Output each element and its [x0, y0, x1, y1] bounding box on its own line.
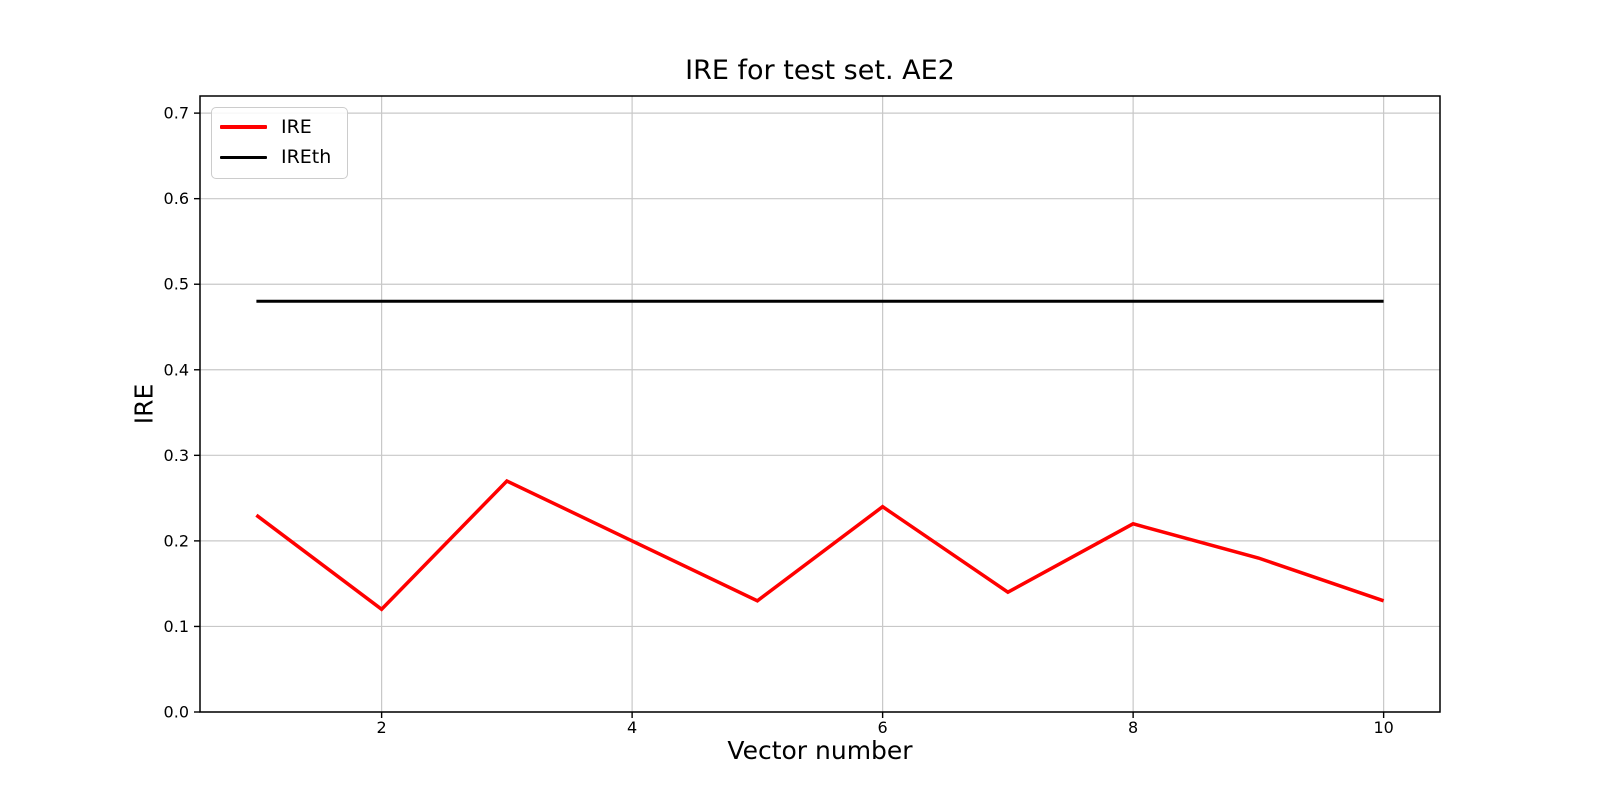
y-tick-label-0.7: 0.7 — [164, 104, 189, 123]
y-tick-label-0.4: 0.4 — [164, 360, 189, 379]
x-tick-label-6: 6 — [878, 718, 888, 737]
legend-item-IREth: IREth — [220, 142, 331, 172]
legend-line-swatch-IRE — [220, 125, 267, 129]
series-line-IRE — [255, 478, 1385, 612]
x-tick-label-4: 4 — [627, 718, 637, 737]
x-tick-label-8: 8 — [1128, 718, 1138, 737]
y-tick-label-0.3: 0.3 — [164, 446, 189, 465]
legend-line-swatch-IREth — [220, 155, 267, 159]
x-tick-label-10: 10 — [1373, 718, 1393, 737]
chart-title: IRE for test set. AE2 — [685, 55, 955, 86]
y-tick-label-0.6: 0.6 — [164, 189, 189, 208]
axes-box — [199, 95, 1441, 713]
x-axis-label: Vector number — [727, 736, 913, 765]
y-tick-label-0.1: 0.1 — [164, 617, 189, 636]
legend-label: IRE — [281, 116, 312, 138]
y-tick-label-0.5: 0.5 — [164, 275, 189, 294]
legend: IRE IREth — [211, 107, 349, 179]
y-tick-label-0.2: 0.2 — [164, 531, 189, 550]
x-tick-label-2: 2 — [377, 718, 387, 737]
y-tick-label-0.0: 0.0 — [164, 703, 189, 722]
legend-item-IRE: IRE — [220, 112, 331, 142]
legend-label: IREth — [281, 146, 332, 168]
